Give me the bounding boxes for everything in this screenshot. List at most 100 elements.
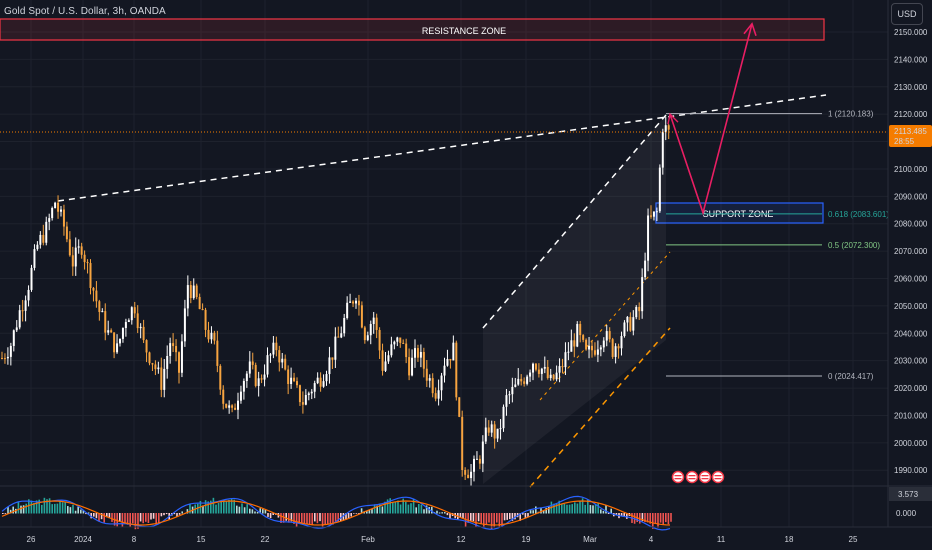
- histogram-bar: [415, 507, 417, 514]
- time-tick-label: 25: [849, 535, 858, 544]
- candle-body: [446, 359, 449, 366]
- candle-body: [588, 345, 591, 350]
- histogram-bar: [462, 513, 464, 519]
- candle-body: [186, 285, 189, 309]
- candle-body: [478, 458, 481, 464]
- histogram-bar: [662, 513, 664, 525]
- candle-body: [104, 311, 107, 333]
- candle-body: [54, 202, 57, 209]
- candle-body: [534, 363, 537, 370]
- candle-body: [602, 340, 605, 348]
- histogram-bar: [28, 499, 30, 514]
- candle-body: [464, 470, 467, 475]
- histogram-bar: [82, 510, 85, 514]
- candle-body: [375, 317, 378, 330]
- histogram-bar: [480, 513, 482, 524]
- histogram-bar: [210, 500, 212, 514]
- candle-body: [231, 405, 234, 408]
- histogram-bar: [594, 504, 597, 514]
- candle-body: [620, 336, 623, 349]
- candle-body: [33, 249, 36, 268]
- histogram-bar: [623, 513, 625, 517]
- price-tick-label: 2130.000: [894, 83, 928, 92]
- histogram-bar: [69, 507, 72, 514]
- price-tick-label: 2020.000: [894, 384, 928, 393]
- time-tick-label: 22: [261, 535, 270, 544]
- histogram-bar: [501, 513, 503, 527]
- candle-body: [644, 260, 647, 278]
- histogram-bar: [600, 509, 602, 514]
- histogram-bar: [392, 502, 394, 514]
- candle-body: [481, 441, 484, 464]
- histogram-bar: [241, 503, 243, 514]
- candle-body: [664, 125, 667, 133]
- histogram-bar: [202, 505, 204, 514]
- candle-body: [62, 209, 65, 227]
- candles: [1, 116, 670, 486]
- time-tick-label: 15: [197, 535, 206, 544]
- candle-body: [116, 343, 119, 353]
- histogram-bar: [529, 510, 532, 514]
- histogram-bar: [56, 503, 59, 514]
- candle-body: [207, 329, 210, 340]
- candle-body: [77, 246, 80, 248]
- candle-body: [293, 377, 296, 382]
- candle-body: [160, 367, 163, 390]
- candle-body: [119, 338, 121, 344]
- candle-body: [611, 339, 614, 357]
- histogram-bar: [446, 513, 449, 516]
- histogram-bar: [295, 513, 298, 527]
- candle-body: [178, 352, 180, 373]
- candle-body: [86, 262, 89, 264]
- price-axis[interactable]: 1990.000 2000.000 2010.000 2020.000 2030.000…: [887, 0, 932, 527]
- candle-body: [537, 369, 540, 374]
- histogram-bar: [212, 497, 215, 514]
- candle-body: [260, 378, 263, 380]
- histogram-bar: [366, 511, 368, 514]
- histogram-bar: [121, 513, 124, 528]
- resistance-zone-label: RESISTANCE ZONE: [422, 26, 506, 36]
- us-flag-event-icon: [711, 470, 725, 484]
- currency-button[interactable]: USD: [891, 3, 923, 25]
- histogram-bar: [324, 513, 326, 525]
- histogram-bar: [33, 502, 35, 514]
- candle-body: [617, 346, 620, 349]
- candle-body: [529, 372, 532, 377]
- histogram-bar: [41, 504, 43, 514]
- histogram-bar: [54, 503, 56, 514]
- histogram-bar: [490, 513, 493, 529]
- candle-body: [396, 337, 399, 342]
- time-tick-label: Feb: [361, 535, 375, 544]
- histogram-bar: [488, 513, 490, 523]
- histogram-bar: [306, 513, 308, 525]
- candle-body: [51, 208, 54, 219]
- histogram-bar: [459, 513, 462, 518]
- histogram-bar: [269, 513, 272, 519]
- histogram-bar: [254, 511, 256, 514]
- candle-body: [3, 358, 6, 360]
- candle-body: [222, 389, 225, 404]
- candle-body: [434, 393, 437, 399]
- histogram-bar: [111, 513, 113, 522]
- histogram-bar: [506, 513, 508, 520]
- histogram-bar: [108, 513, 111, 519]
- candle-body: [322, 381, 325, 387]
- candle-body: [92, 287, 95, 291]
- time-axis[interactable]: 26 2024 8 15 22 Feb 12 19 Mar 4 11 18 25: [0, 526, 932, 544]
- histogram-bar: [444, 512, 446, 514]
- histogram-bar: [449, 513, 451, 519]
- histogram-bar: [61, 502, 64, 514]
- histogram-bar: [334, 513, 337, 523]
- candle-body: [585, 339, 588, 350]
- histogram-bar: [376, 505, 378, 514]
- histogram-bar: [223, 499, 225, 514]
- histogram-bar: [514, 513, 516, 520]
- histogram-bar: [535, 506, 537, 514]
- candle-body: [387, 355, 390, 362]
- histogram-bar: [568, 504, 571, 514]
- candle-body: [487, 427, 490, 433]
- candle-body: [508, 394, 511, 396]
- price-tick-label: 2060.000: [894, 275, 928, 284]
